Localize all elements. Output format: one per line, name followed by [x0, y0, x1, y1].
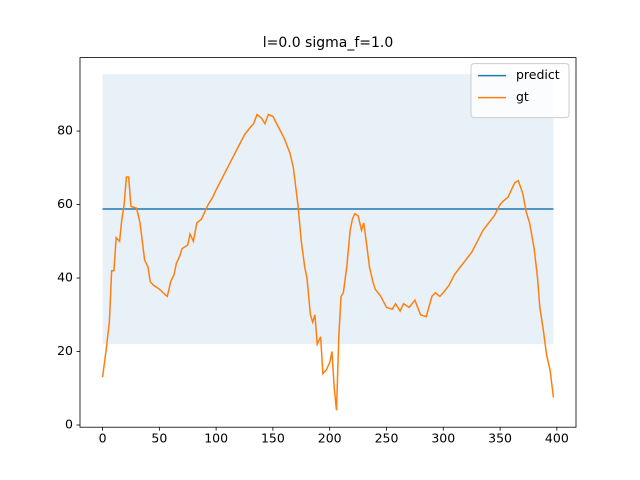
- x-tick-label: 0: [99, 431, 107, 446]
- y-tick-label: 20: [57, 343, 73, 358]
- x-tick-label: 300: [431, 431, 455, 446]
- legend-box: [470, 63, 570, 119]
- legend-label: gt: [516, 89, 529, 104]
- y-tick-label: 40: [57, 270, 73, 285]
- legend: predict gt: [470, 63, 570, 119]
- axes-frame: [79, 57, 577, 428]
- x-tick-label: 250: [375, 431, 399, 446]
- y-tick-label: 60: [57, 196, 73, 211]
- x-tick-label: 400: [545, 431, 569, 446]
- chart-title: l=0.0 sigma_f=1.0: [263, 35, 394, 51]
- series-line: [101, 113, 555, 411]
- legend-label: predict: [516, 67, 560, 82]
- x-tick-label: 350: [488, 431, 512, 446]
- x-tick-label: 200: [318, 431, 342, 446]
- x-tick-label: 150: [261, 431, 285, 446]
- y-tick-label: 80: [57, 123, 73, 138]
- x-tick-label: 50: [151, 431, 167, 446]
- x-tick-label: 100: [204, 431, 228, 446]
- y-tick-label: 0: [65, 416, 73, 431]
